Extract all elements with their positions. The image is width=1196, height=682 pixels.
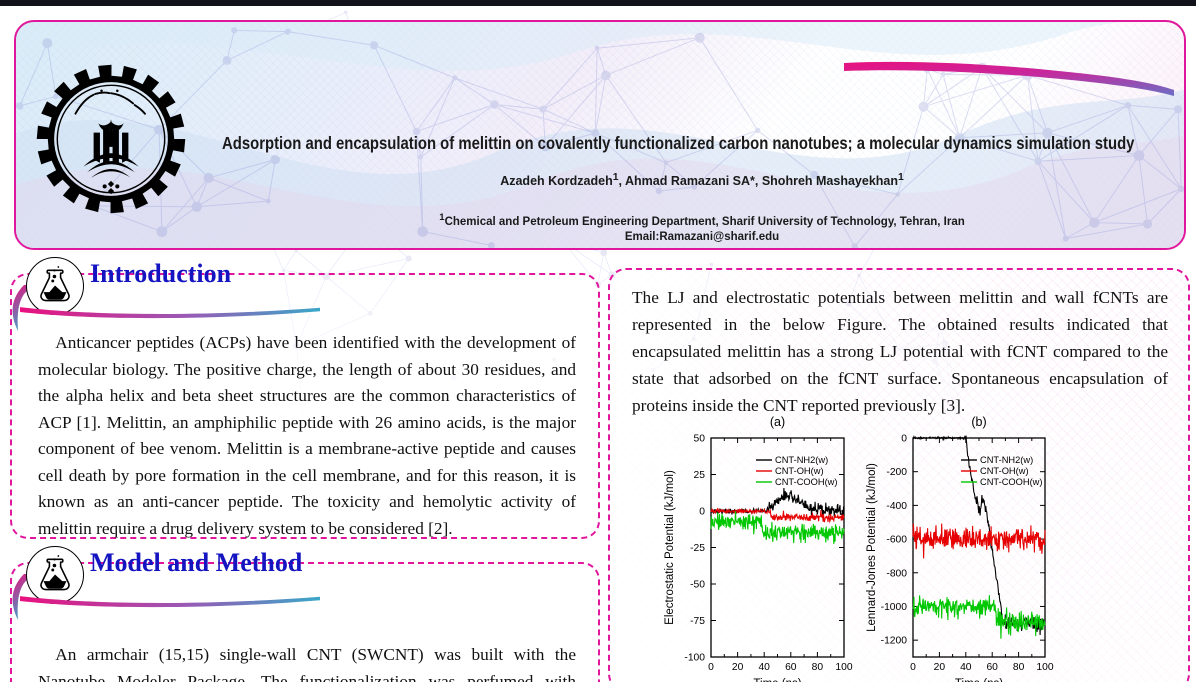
- svg-text:-800: -800: [886, 568, 907, 579]
- svg-text:50: 50: [694, 434, 706, 445]
- svg-text:Electrostatic Potential (kJ/mo: Electrostatic Potential (kJ/mol): [664, 470, 676, 625]
- svg-text:-1200: -1200: [881, 636, 908, 647]
- svg-text:-200: -200: [886, 467, 907, 478]
- svg-text:80: 80: [812, 662, 824, 673]
- svg-text:-25: -25: [690, 543, 705, 554]
- svg-text:60: 60: [785, 662, 797, 673]
- svg-text:-600: -600: [886, 535, 907, 546]
- svg-text:0: 0: [708, 662, 714, 673]
- svg-text:0: 0: [910, 662, 916, 673]
- svg-text:20: 20: [732, 662, 744, 673]
- svg-text:Time (ns): Time (ns): [955, 678, 1003, 682]
- svg-text:Time (ns): Time (ns): [753, 678, 801, 682]
- svg-text:Lennard-Jones Potential (kJ/mo: Lennard-Jones Potential (kJ/mol): [866, 463, 878, 632]
- svg-text:-50: -50: [690, 580, 705, 591]
- svg-text:60: 60: [986, 662, 998, 673]
- svg-text:-400: -400: [886, 501, 907, 512]
- svg-text:100: 100: [835, 662, 852, 673]
- svg-text:CNT-OH(w): CNT-OH(w): [980, 466, 1029, 476]
- svg-text:25: 25: [694, 470, 706, 481]
- svg-text:CNT-NH2(w): CNT-NH2(w): [980, 455, 1033, 465]
- svg-text:40: 40: [758, 662, 770, 673]
- svg-text:-75: -75: [690, 616, 705, 627]
- svg-text:20: 20: [934, 662, 946, 673]
- svg-text:100: 100: [1036, 662, 1053, 673]
- svg-text:0: 0: [699, 507, 705, 518]
- svg-text:CNT-COOH(w): CNT-COOH(w): [775, 477, 838, 487]
- svg-text:CNT-OH(w): CNT-OH(w): [775, 466, 824, 476]
- svg-text:0: 0: [901, 434, 907, 445]
- svg-text:-1000: -1000: [881, 602, 908, 613]
- svg-text:CNT-NH2(w): CNT-NH2(w): [775, 455, 828, 465]
- svg-text:-100: -100: [684, 653, 705, 664]
- svg-text:CNT-COOH(w): CNT-COOH(w): [980, 477, 1043, 487]
- svg-text:80: 80: [1013, 662, 1025, 673]
- svg-text:40: 40: [960, 662, 972, 673]
